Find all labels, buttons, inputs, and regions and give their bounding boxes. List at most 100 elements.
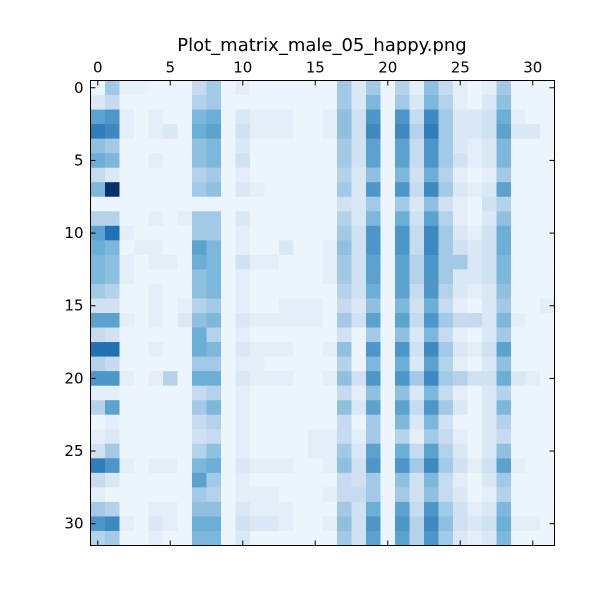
heatmap-cell bbox=[395, 109, 410, 125]
heatmap-cell bbox=[409, 95, 425, 110]
heatmap-cell bbox=[206, 225, 222, 241]
heatmap-cell bbox=[293, 254, 309, 270]
heatmap-cell bbox=[235, 182, 251, 198]
heatmap-cell bbox=[453, 414, 468, 430]
heatmap-cell bbox=[366, 211, 381, 227]
heatmap-cell bbox=[337, 313, 352, 328]
heatmap-cell bbox=[409, 487, 425, 503]
heatmap-cell bbox=[206, 124, 222, 140]
heatmap-cell bbox=[351, 429, 367, 445]
heatmap-cell bbox=[192, 327, 207, 343]
heatmap-cell bbox=[540, 298, 555, 314]
heatmap-cell bbox=[337, 283, 352, 299]
heatmap-cell bbox=[293, 225, 309, 241]
heatmap-cell bbox=[308, 458, 323, 474]
heatmap-cell bbox=[540, 501, 555, 517]
heatmap-cell bbox=[119, 109, 135, 125]
heatmap-cell bbox=[511, 167, 526, 183]
heatmap-cell bbox=[119, 95, 135, 110]
heatmap-cell bbox=[163, 516, 178, 532]
heatmap-cell bbox=[192, 124, 207, 140]
heatmap-cell bbox=[395, 516, 410, 532]
heatmap-cell bbox=[366, 95, 381, 110]
heatmap-cell bbox=[337, 472, 352, 488]
heatmap-cell bbox=[293, 443, 309, 459]
y-tick-label: 15 bbox=[64, 297, 83, 315]
heatmap-cell bbox=[496, 472, 512, 488]
heatmap-cell bbox=[264, 167, 280, 183]
heatmap-cell bbox=[438, 356, 454, 372]
heatmap-cell bbox=[380, 109, 396, 125]
heatmap-cell bbox=[221, 298, 236, 314]
heatmap-cell bbox=[322, 429, 338, 445]
heatmap-cell bbox=[438, 109, 454, 125]
x-tick-label: 30 bbox=[523, 59, 542, 77]
heatmap-cell bbox=[438, 80, 454, 96]
heatmap-cell bbox=[279, 429, 294, 445]
heatmap-cell bbox=[438, 342, 454, 357]
heatmap-cell bbox=[438, 313, 454, 328]
heatmap-cell bbox=[540, 385, 555, 401]
heatmap-cell bbox=[395, 501, 410, 517]
heatmap-cell bbox=[163, 443, 178, 459]
heatmap-cell bbox=[438, 225, 454, 241]
heatmap-cell bbox=[380, 371, 396, 387]
heatmap-cell bbox=[525, 371, 541, 387]
heatmap-cell bbox=[206, 472, 222, 488]
heatmap-cell bbox=[119, 414, 135, 430]
heatmap-cell bbox=[264, 414, 280, 430]
heatmap-cell bbox=[438, 196, 454, 212]
heatmap-cell bbox=[163, 182, 178, 198]
heatmap-cell bbox=[90, 124, 106, 140]
heatmap-cell bbox=[409, 414, 425, 430]
heatmap-cell bbox=[540, 225, 555, 241]
heatmap-cell bbox=[192, 211, 207, 227]
heatmap-cell bbox=[192, 414, 207, 430]
heatmap-cell bbox=[264, 254, 280, 270]
heatmap-cell bbox=[279, 443, 294, 459]
heatmap-cell bbox=[293, 167, 309, 183]
heatmap-cell bbox=[511, 109, 526, 125]
heatmap-cell bbox=[322, 138, 338, 154]
heatmap-cell bbox=[134, 414, 149, 430]
heatmap-cell bbox=[148, 443, 164, 459]
heatmap-cell bbox=[119, 80, 135, 96]
heatmap-cell bbox=[482, 356, 497, 372]
heatmap-cell bbox=[134, 371, 149, 387]
heatmap-cell bbox=[119, 269, 135, 285]
heatmap-cell bbox=[366, 371, 381, 387]
heatmap-cell bbox=[105, 342, 120, 357]
heatmap-cell bbox=[105, 356, 120, 372]
heatmap-cell bbox=[177, 124, 193, 140]
heatmap-cell bbox=[482, 516, 497, 532]
heatmap-cell bbox=[453, 443, 468, 459]
heatmap-cell bbox=[409, 109, 425, 125]
heatmap-cell bbox=[163, 80, 178, 96]
heatmap-cell bbox=[221, 530, 236, 546]
heatmap-cell bbox=[511, 254, 526, 270]
heatmap-cell bbox=[511, 327, 526, 343]
heatmap-cell bbox=[496, 95, 512, 110]
heatmap-cell bbox=[540, 196, 555, 212]
heatmap-cell bbox=[351, 371, 367, 387]
heatmap-cell bbox=[235, 153, 251, 169]
heatmap-cell bbox=[192, 80, 207, 96]
heatmap-cell bbox=[322, 225, 338, 241]
heatmap-cell bbox=[105, 429, 120, 445]
heatmap-cell bbox=[525, 458, 541, 474]
heatmap-cell bbox=[395, 414, 410, 430]
heatmap-cell bbox=[235, 443, 251, 459]
heatmap-cell bbox=[293, 124, 309, 140]
heatmap-cell bbox=[453, 225, 468, 241]
heatmap-cell bbox=[163, 414, 178, 430]
heatmap-cell bbox=[322, 516, 338, 532]
heatmap-cell bbox=[308, 211, 323, 227]
heatmap-cell bbox=[409, 342, 425, 357]
heatmap-cell bbox=[453, 458, 468, 474]
x-tick-label: 25 bbox=[451, 59, 470, 77]
heatmap-cell bbox=[366, 254, 381, 270]
heatmap-cell bbox=[496, 501, 512, 517]
heatmap-cell bbox=[438, 530, 454, 546]
heatmap-cell bbox=[366, 400, 381, 416]
heatmap-cell bbox=[467, 443, 483, 459]
